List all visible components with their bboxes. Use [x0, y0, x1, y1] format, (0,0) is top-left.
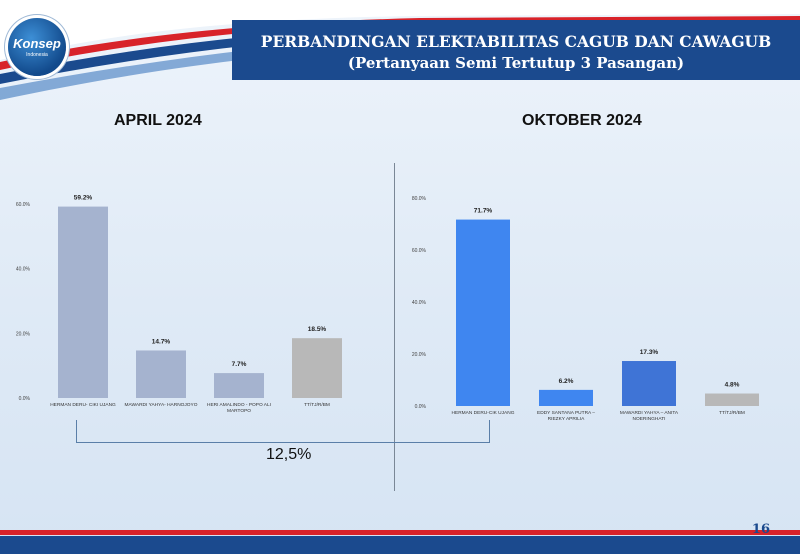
- april-y-tick-label: 20.0%: [16, 331, 31, 337]
- october-y-tick-label: 0.0%: [415, 404, 427, 410]
- april-category-label: MARTOPO: [227, 408, 251, 414]
- april-value-label: 59.2%: [74, 195, 93, 202]
- difference-bracket: [76, 420, 490, 443]
- october-value-label: 71.7%: [474, 208, 493, 215]
- april-bar: [292, 338, 342, 398]
- april-category-label: TT/TJ/R/BM: [304, 402, 330, 408]
- slide-title: PERBANDINGAN ELEKTABILITAS CAGUB DAN CAW…: [260, 32, 772, 51]
- april-bar: [58, 206, 108, 398]
- october-category-label: TT/TJ/R/BM: [719, 410, 745, 416]
- april-bar: [214, 373, 264, 398]
- october-value-label: 17.3%: [640, 349, 659, 356]
- logo-name: Konsep: [13, 36, 61, 51]
- october-y-tick-label: 80.0%: [412, 196, 427, 202]
- konsep-logo: Konsep Indonesia: [8, 18, 66, 76]
- april-y-tick-label: 0.0%: [19, 396, 31, 402]
- footer-red-stripe: [0, 530, 800, 535]
- october-y-tick-label: 40.0%: [412, 300, 427, 306]
- october-value-label: 4.8%: [725, 382, 740, 389]
- april-y-tick-label: 60.0%: [16, 202, 31, 208]
- april-panel-title: APRIL 2024: [114, 112, 202, 129]
- october-panel-title: OKTOBER 2024: [522, 112, 642, 129]
- april-bar: [136, 350, 186, 398]
- october-category-label: EDDY SANTANA PUTRA –: [537, 410, 595, 416]
- april-category-label: HERMAN DERU- CIKI UJANG: [50, 402, 116, 408]
- footer-band: [0, 536, 800, 554]
- october-y-tick-label: 60.0%: [412, 248, 427, 254]
- october-bar: [539, 389, 593, 406]
- october-category-label: RIEZKY APRILIA: [548, 416, 586, 422]
- october-category-label: NOERINGHATI: [633, 416, 666, 422]
- october-bar: [622, 361, 676, 406]
- april-category-label: MAWARDI YAHYA- HARNOJOYO: [125, 402, 198, 408]
- april-value-label: 14.7%: [152, 338, 171, 345]
- panel-divider: [394, 163, 395, 491]
- october-value-label: 6.2%: [559, 378, 574, 385]
- october-bar: [705, 393, 759, 406]
- april-value-label: 18.5%: [308, 326, 327, 333]
- page-number: 16: [751, 522, 770, 537]
- slide-title-box: PERBANDINGAN ELEKTABILITAS CAGUB DAN CAW…: [232, 20, 800, 80]
- april-y-tick-label: 40.0%: [16, 267, 31, 273]
- october-category-label: HERMAN DERU-CIK UJANG: [452, 410, 515, 416]
- april-category-label: HERI AMALINDO - POPO ALI: [207, 402, 271, 408]
- logo-subtitle: Indonesia: [26, 52, 48, 58]
- april-value-label: 7.7%: [232, 361, 247, 368]
- october-bar: [456, 219, 510, 406]
- october-y-tick-label: 20.0%: [412, 352, 427, 358]
- slide-subtitle: (Pertanyaan Semi Tertutup 3 Pasangan): [347, 54, 685, 72]
- october-category-label: MAWARDI YAHYA – ANITA: [620, 410, 679, 416]
- difference-label: 12,5%: [266, 446, 312, 463]
